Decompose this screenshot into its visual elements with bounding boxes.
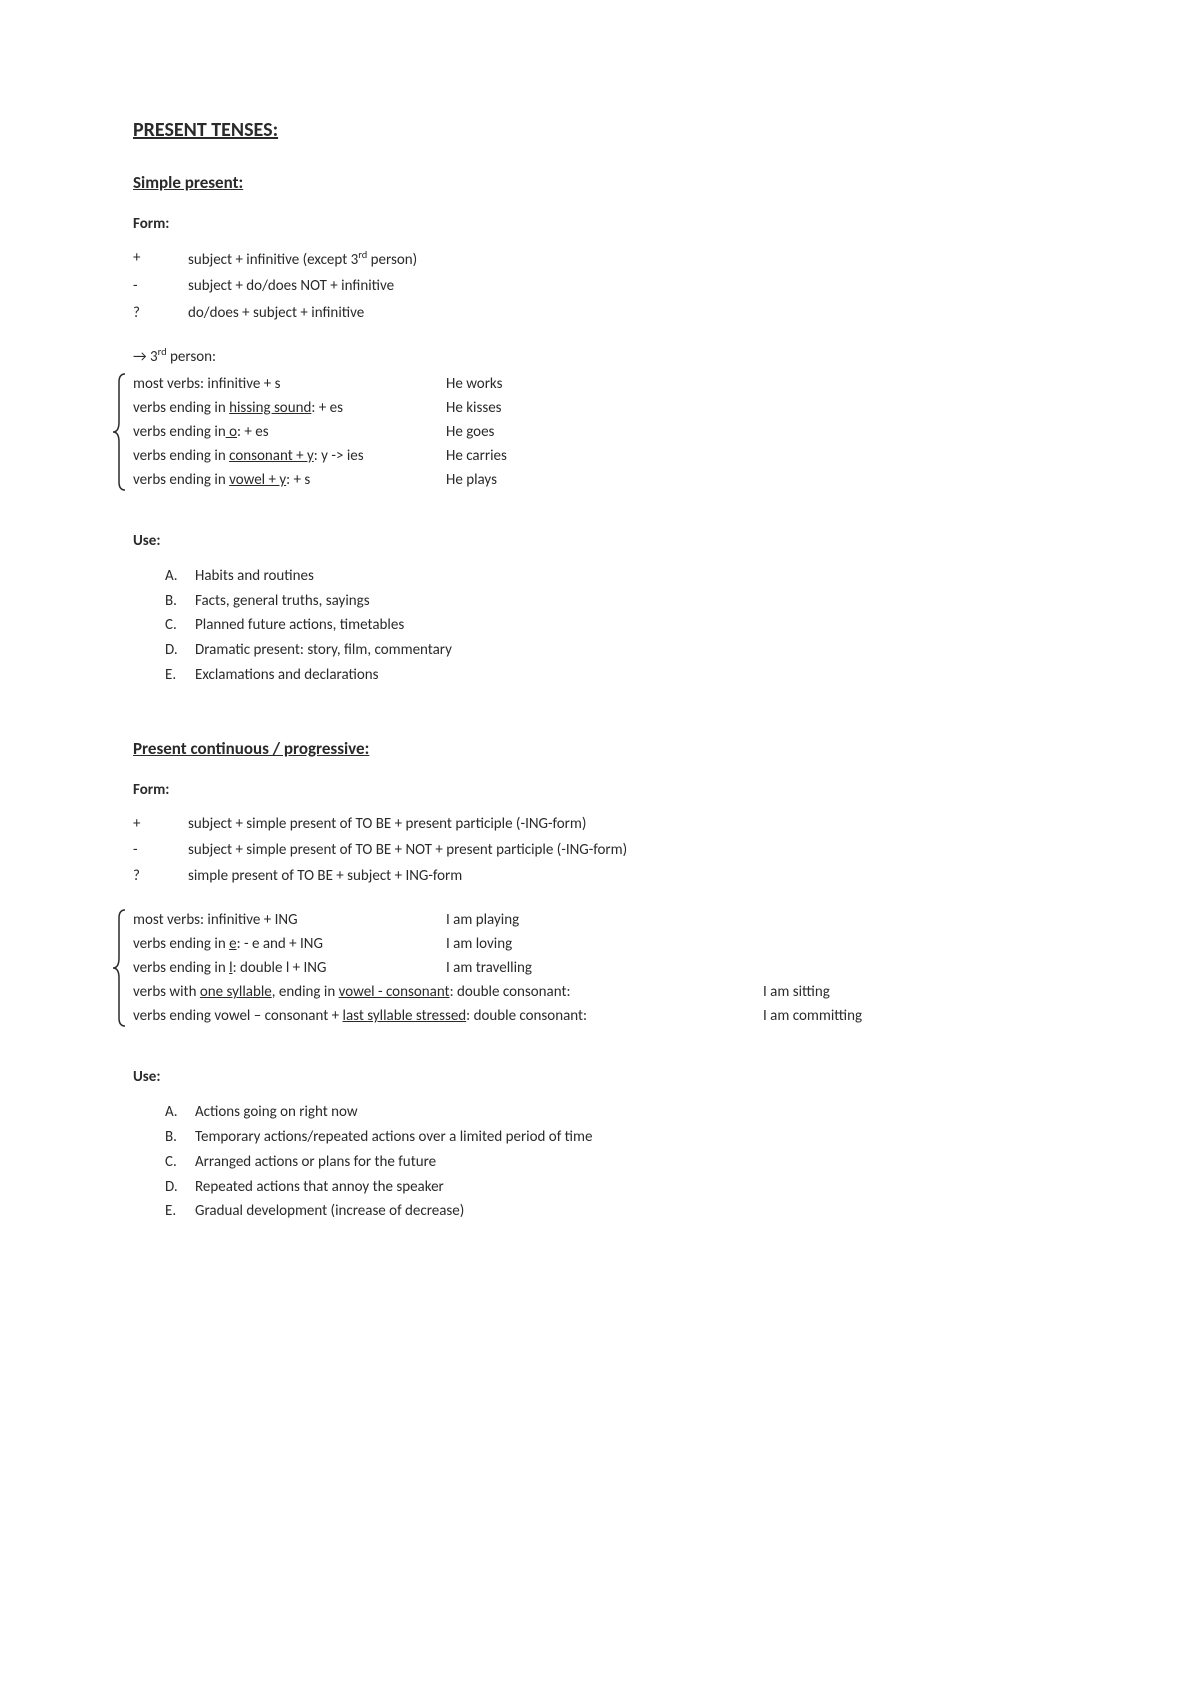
rule-example: I am sitting bbox=[763, 980, 1067, 1004]
document-page: PRESENT TENSES: Simple present: Form: + … bbox=[0, 0, 1200, 1374]
use-label: Use: bbox=[133, 1068, 1067, 1086]
form-row: ? do/does + subject + infinitive bbox=[133, 302, 1067, 325]
list-item: C.Arranged actions or plans for the futu… bbox=[165, 1150, 1067, 1175]
third-person-heading: → 3rd person: bbox=[133, 345, 1067, 366]
list-item: A.Actions going on right now bbox=[165, 1100, 1067, 1125]
list-item: B.Facts, general truths, sayings bbox=[165, 589, 1067, 614]
rule-example: I am travelling bbox=[446, 956, 1067, 980]
rule-example: He kisses bbox=[446, 396, 1067, 420]
form-symbol: ? bbox=[133, 865, 188, 888]
form-text: subject + simple present of TO BE + NOT … bbox=[188, 839, 1067, 862]
rule-text: verbs ending in e: - e and + ING bbox=[133, 932, 446, 956]
rule-example: He plays bbox=[446, 468, 1067, 492]
rule-text: verbs ending in vowel + y: + s bbox=[133, 468, 446, 492]
list-item: D.Repeated actions that annoy the speake… bbox=[165, 1175, 1067, 1200]
rule-text: verbs with one syllable, ending in vowel… bbox=[133, 980, 763, 1004]
list-item: E.Gradual development (increase of decre… bbox=[165, 1199, 1067, 1224]
rule-text: verbs ending in o: + es bbox=[133, 420, 446, 444]
form-text: subject + simple present of TO BE + pres… bbox=[188, 813, 1067, 836]
rule-example: I am loving bbox=[446, 932, 1067, 956]
rule-text: most verbs: infinitive + ING bbox=[133, 908, 446, 932]
rule-example: He works bbox=[446, 372, 1067, 396]
rule-row: verbs ending in o: + es He goes bbox=[133, 420, 1067, 444]
form-symbol: - bbox=[133, 839, 188, 862]
rule-row: verbs ending in vowel + y: + s He plays bbox=[133, 468, 1067, 492]
list-item: B.Temporary actions/repeated actions ove… bbox=[165, 1125, 1067, 1150]
form-row: - subject + do/does NOT + infinitive bbox=[133, 275, 1067, 298]
curly-bracket-icon bbox=[111, 908, 127, 1028]
rule-text: verbs ending in hissing sound: + es bbox=[133, 396, 446, 420]
simple-present-forms: + subject + infinitive (except 3rd perso… bbox=[133, 247, 1067, 325]
rule-text: verbs ending in consonant + y: y -> ies bbox=[133, 444, 446, 468]
present-continuous-use-list: A.Actions going on right now B.Temporary… bbox=[165, 1100, 1067, 1224]
rule-row: verbs ending in e: - e and + ING I am lo… bbox=[133, 932, 1067, 956]
form-symbol: ? bbox=[133, 302, 188, 325]
form-row: - subject + simple present of TO BE + NO… bbox=[133, 839, 1067, 862]
simple-present-use-list: A.Habits and routines B.Facts, general t… bbox=[165, 564, 1067, 688]
list-item: D.Dramatic present: story, film, comment… bbox=[165, 638, 1067, 663]
rule-example: He carries bbox=[446, 444, 1067, 468]
list-item: A.Habits and routines bbox=[165, 564, 1067, 589]
rule-example: I am playing bbox=[446, 908, 1067, 932]
form-label: Form: bbox=[133, 781, 1067, 799]
simple-present-rules-block: most verbs: infinitive + s He works verb… bbox=[125, 372, 1067, 492]
rule-example: He goes bbox=[446, 420, 1067, 444]
form-symbol: - bbox=[133, 275, 188, 298]
list-item: E.Exclamations and declarations bbox=[165, 663, 1067, 688]
form-symbol: + bbox=[133, 813, 188, 836]
present-continuous-rules-block: most verbs: infinitive + ING I am playin… bbox=[125, 908, 1067, 1028]
list-item: C.Planned future actions, timetables bbox=[165, 613, 1067, 638]
form-row: + subject + simple present of TO BE + pr… bbox=[133, 813, 1067, 836]
rule-row: verbs ending in l: double l + ING I am t… bbox=[133, 956, 1067, 980]
rule-text: verbs ending vowel – consonant + last sy… bbox=[133, 1004, 763, 1028]
rule-row: most verbs: infinitive + ING I am playin… bbox=[133, 908, 1067, 932]
rule-row: verbs with one syllable, ending in vowel… bbox=[133, 980, 1067, 1004]
section-title-simple-present: Simple present: bbox=[133, 172, 1067, 193]
rule-text: verbs ending in l: double l + ING bbox=[133, 956, 446, 980]
curly-bracket-icon bbox=[111, 372, 127, 492]
rule-row: verbs ending in hissing sound: + es He k… bbox=[133, 396, 1067, 420]
form-text: simple present of TO BE + subject + ING-… bbox=[188, 865, 1067, 888]
form-text: subject + infinitive (except 3rd person) bbox=[188, 247, 1067, 272]
rule-row: most verbs: infinitive + s He works bbox=[133, 372, 1067, 396]
form-label: Form: bbox=[133, 215, 1067, 233]
page-title: PRESENT TENSES: bbox=[133, 118, 1067, 142]
section-title-present-continuous: Present continuous / progressive: bbox=[133, 738, 1067, 759]
form-row: ? simple present of TO BE + subject + IN… bbox=[133, 865, 1067, 888]
rule-row: verbs ending in consonant + y: y -> ies … bbox=[133, 444, 1067, 468]
rule-text: most verbs: infinitive + s bbox=[133, 372, 446, 396]
rule-example: I am committing bbox=[763, 1004, 1067, 1028]
form-text: do/does + subject + infinitive bbox=[188, 302, 1067, 325]
present-continuous-forms: + subject + simple present of TO BE + pr… bbox=[133, 813, 1067, 889]
form-row: + subject + infinitive (except 3rd perso… bbox=[133, 247, 1067, 272]
use-label: Use: bbox=[133, 532, 1067, 550]
form-symbol: + bbox=[133, 247, 188, 272]
form-text: subject + do/does NOT + infinitive bbox=[188, 275, 1067, 298]
rule-row: verbs ending vowel – consonant + last sy… bbox=[133, 1004, 1067, 1028]
